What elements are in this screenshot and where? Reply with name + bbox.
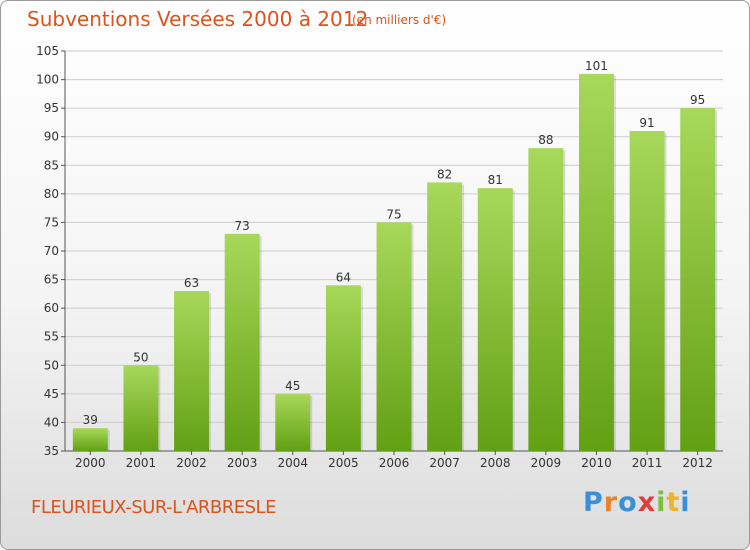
y-tick-label: 80 bbox=[44, 187, 59, 201]
y-tick-label: 40 bbox=[44, 415, 59, 429]
bar-value-label: 64 bbox=[336, 270, 351, 284]
bar-value-label: 50 bbox=[133, 350, 148, 364]
y-tick-label: 85 bbox=[44, 158, 59, 172]
x-tick-label: 2009 bbox=[531, 456, 562, 470]
x-tick-label: 2010 bbox=[581, 456, 612, 470]
bar bbox=[427, 182, 463, 451]
y-tick-label: 45 bbox=[44, 387, 59, 401]
place-name: FLEURIEUX-SUR-L'ARBRESLE bbox=[31, 497, 276, 518]
bar bbox=[629, 131, 665, 451]
bar bbox=[123, 365, 159, 451]
bar bbox=[224, 233, 260, 451]
y-tick-label: 100 bbox=[36, 73, 59, 87]
bar-value-label: 73 bbox=[235, 219, 250, 233]
bar-value-label: 88 bbox=[538, 133, 553, 147]
bar bbox=[578, 73, 614, 451]
logo-letter: t bbox=[666, 487, 681, 518]
logo-letter: x bbox=[637, 487, 657, 518]
x-tick-label: 2005 bbox=[328, 456, 359, 470]
y-tick-label: 70 bbox=[44, 244, 59, 258]
chart-subtitle: (en milliers d'€) bbox=[352, 13, 447, 27]
y-tick-label: 55 bbox=[44, 330, 59, 344]
bar-value-label: 82 bbox=[437, 167, 452, 181]
bar bbox=[275, 393, 311, 451]
y-tick-label: 65 bbox=[44, 273, 59, 287]
x-tick-label: 2000 bbox=[75, 456, 106, 470]
x-tick-label: 2012 bbox=[682, 456, 713, 470]
x-tick-label: 2011 bbox=[632, 456, 663, 470]
bar bbox=[325, 285, 361, 451]
bar-value-label: 63 bbox=[184, 276, 199, 290]
y-tick-label: 35 bbox=[44, 444, 59, 458]
x-tick-label: 2008 bbox=[480, 456, 511, 470]
y-tick-label: 60 bbox=[44, 301, 59, 315]
y-tick-label: 95 bbox=[44, 101, 59, 115]
bar-value-label: 101 bbox=[585, 59, 608, 73]
y-tick-label: 75 bbox=[44, 215, 59, 229]
y-tick-label: 50 bbox=[44, 358, 59, 372]
bar bbox=[528, 148, 564, 451]
logo-letter: P bbox=[583, 487, 604, 518]
logo-letter: i bbox=[680, 487, 691, 518]
logo-letter: i bbox=[656, 487, 667, 518]
bar bbox=[376, 222, 412, 451]
bar-value-label: 81 bbox=[488, 173, 503, 187]
bar bbox=[72, 428, 108, 451]
x-tick-label: 2002 bbox=[176, 456, 207, 470]
bar-value-label: 39 bbox=[83, 413, 98, 427]
logo-letter: r bbox=[603, 487, 619, 518]
x-tick-label: 2004 bbox=[277, 456, 308, 470]
bar bbox=[680, 108, 716, 452]
bar-value-label: 91 bbox=[639, 116, 654, 130]
x-tick-label: 2006 bbox=[379, 456, 410, 470]
y-tick-label: 105 bbox=[36, 44, 59, 58]
proxiti-logo: Proxiti bbox=[583, 487, 691, 518]
y-tick-label: 90 bbox=[44, 130, 59, 144]
bar-value-label: 75 bbox=[386, 207, 401, 221]
chart-title: Subventions Versées 2000 à 2012 bbox=[27, 7, 369, 31]
x-tick-label: 2007 bbox=[429, 456, 460, 470]
bar bbox=[174, 291, 210, 451]
x-tick-label: 2001 bbox=[126, 456, 157, 470]
logo-letter: o bbox=[618, 487, 638, 518]
bar bbox=[477, 188, 513, 451]
x-tick-label: 2003 bbox=[227, 456, 258, 470]
bar-value-label: 95 bbox=[690, 93, 705, 107]
bar-value-label: 45 bbox=[285, 379, 300, 393]
